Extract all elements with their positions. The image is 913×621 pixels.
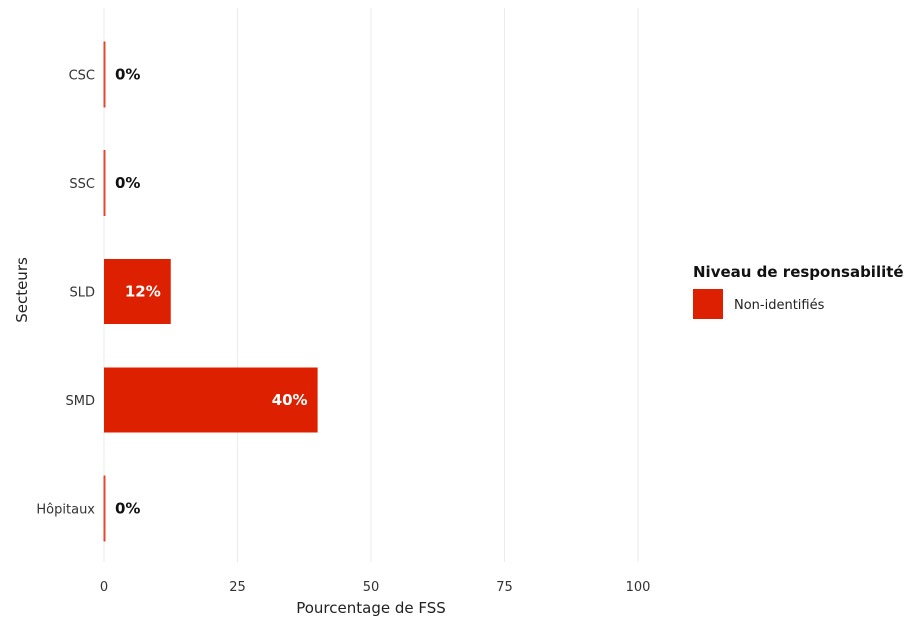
y-tick-label-sld: SLD [69, 286, 95, 301]
data-label-ssc: 0% [115, 174, 140, 192]
x-tick-label-0: 0 [100, 580, 108, 595]
data-label-hopitaux: 0% [115, 500, 140, 518]
x-tick-label-75: 75 [496, 580, 513, 595]
y-axis-ticks: CSC SSC SLD SMD Hôpitaux [36, 69, 95, 518]
y-tick-label-csc: CSC [69, 69, 95, 84]
y-tick-label-hopitaux: Hôpitaux [36, 503, 95, 518]
data-labels: 0% 0% 12% 40% 0% [115, 66, 308, 518]
x-axis-ticks: 0 25 50 75 100 [100, 580, 651, 595]
bar-smd [104, 367, 318, 433]
bar-csc [103, 41, 106, 108]
bar-sld [104, 259, 171, 324]
data-label-sld: 12% [125, 283, 161, 301]
legend: Niveau de responsabilité Non-identifiés [693, 263, 904, 319]
data-label-csc: 0% [115, 66, 140, 84]
gridlines [103, 8, 639, 562]
x-axis-title: Pourcentage de FSS [296, 599, 446, 617]
bar-ssc [103, 150, 106, 216]
bar-hopitaux [103, 475, 106, 542]
x-tick-label-100: 100 [626, 580, 651, 595]
data-label-smd: 40% [272, 391, 308, 409]
legend-title: Niveau de responsabilité [693, 263, 904, 281]
legend-swatch-non-identifies [693, 289, 723, 319]
x-tick-label-50: 50 [363, 580, 380, 595]
y-tick-label-smd: SMD [66, 394, 95, 409]
y-tick-label-ssc: SSC [69, 177, 95, 192]
x-tick-label-25: 25 [229, 580, 246, 595]
y-axis-title: Secteurs [13, 257, 31, 323]
legend-label-non-identifies: Non-identifiés [734, 298, 825, 313]
bars [103, 41, 318, 542]
